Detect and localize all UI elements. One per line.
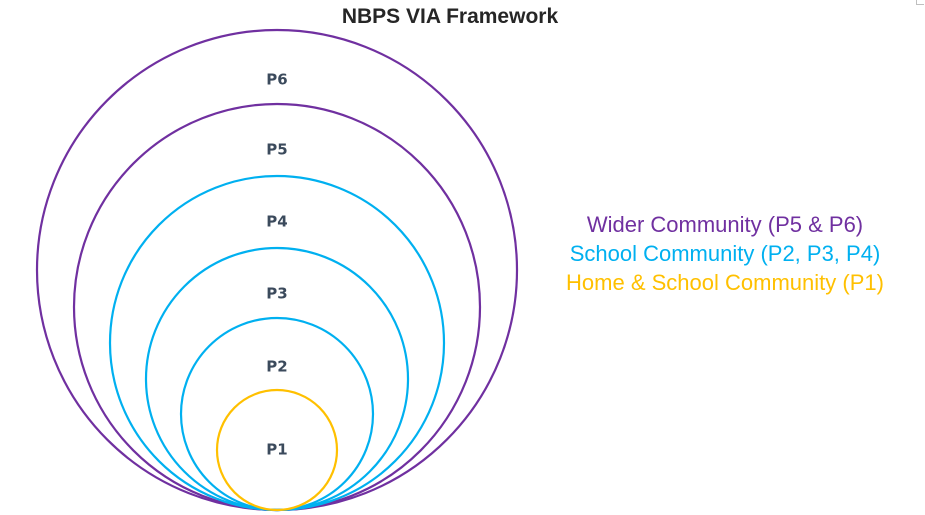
ring-label-p2: P2 bbox=[266, 358, 287, 376]
ring-label-p5: P5 bbox=[266, 141, 287, 159]
ring-label-p6: P6 bbox=[266, 71, 287, 89]
ring-p2 bbox=[179, 316, 375, 512]
legend-item-home-school-community: Home & School Community (P1) bbox=[566, 270, 884, 295]
ring-label-p1: P1 bbox=[266, 441, 287, 459]
ring-label-p4: P4 bbox=[266, 213, 287, 231]
legend-item-school-community: School Community (P2, P3, P4) bbox=[569, 241, 881, 266]
ring-p6 bbox=[35, 28, 519, 512]
legend-item-wider-community: Wider Community (P5 & P6) bbox=[586, 212, 864, 237]
ring-label-p3: P3 bbox=[266, 285, 287, 303]
ring-p1 bbox=[215, 388, 339, 512]
legend: Wider Community (P5 & P6) School Communi… bbox=[540, 210, 910, 297]
corner-resize-mark bbox=[916, 0, 924, 5]
diagram-title: NBPS VIA Framework bbox=[341, 5, 559, 28]
